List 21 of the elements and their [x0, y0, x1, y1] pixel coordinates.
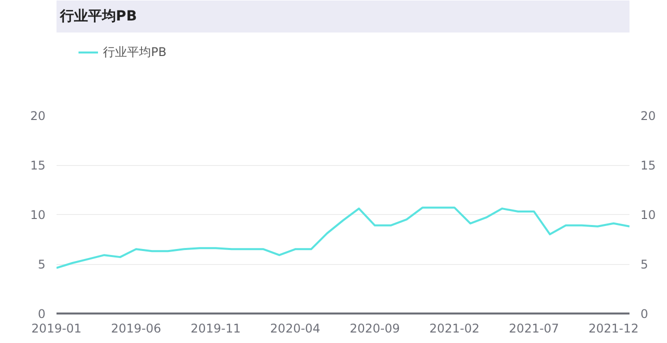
- x-tick-label: 2019-01: [31, 322, 82, 336]
- y2-tick-label: 10: [640, 208, 656, 222]
- chart-title: 行业平均PB: [58, 8, 137, 24]
- y2-tick-label: 0: [640, 307, 648, 321]
- x-tick-label: 2020-09: [350, 322, 400, 336]
- x-tick-label: 2019-06: [111, 322, 162, 336]
- y2-tick-label: 15: [640, 158, 656, 172]
- x-tick-label: 2021-07: [508, 322, 560, 336]
- y-tick-label: 20: [30, 109, 46, 123]
- x-tick-label: 2020-04: [270, 322, 320, 336]
- x-tick-label: 2019-11: [190, 322, 241, 336]
- line-series: [56, 206, 630, 269]
- y2-tick-label: 5: [640, 258, 648, 272]
- x-tick-label: 2021-12: [588, 322, 639, 336]
- y2-tick-label: 20: [640, 109, 656, 123]
- y-tick-label: 0: [38, 307, 46, 321]
- y-tick-label: 10: [30, 208, 46, 222]
- x-tick-label: 2021-02: [429, 322, 480, 336]
- y-tick-label: 15: [30, 158, 46, 172]
- y-tick-label: 5: [38, 258, 46, 272]
- legend-label: 行业平均PB: [103, 44, 166, 60]
